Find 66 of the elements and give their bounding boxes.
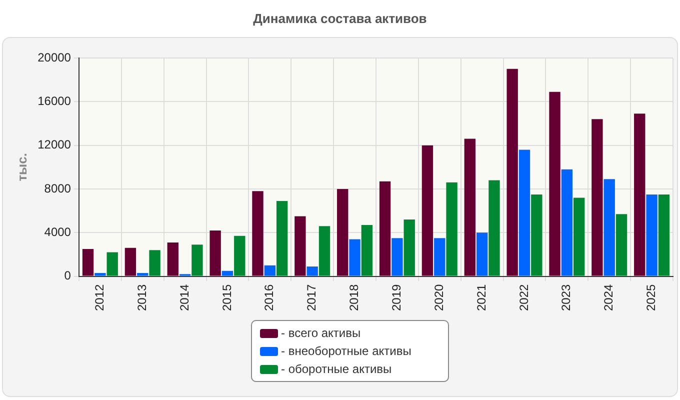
bar [124, 248, 136, 276]
x-tick-label: 2016 [262, 284, 276, 312]
y-tick-label: 0 [64, 268, 72, 283]
bar [82, 249, 94, 276]
y-tick-label: 16000 [38, 94, 72, 108]
y-tick-label: 4000 [44, 224, 72, 239]
bar [404, 220, 415, 276]
bar [306, 266, 318, 276]
x-tick-label: 2018 [347, 284, 362, 312]
bar [518, 150, 530, 276]
x-tick-label: 2014 [177, 284, 192, 312]
bar [149, 250, 160, 276]
y-tick-label: 8000 [44, 181, 72, 196]
bar [94, 273, 106, 276]
bar [506, 68, 518, 276]
bar [573, 198, 585, 276]
legend-label: - оборотные активы [281, 362, 392, 376]
chart-title: Динамика состава активов [252, 11, 428, 26]
bar [604, 179, 615, 276]
bar [234, 236, 246, 276]
x-tick-label: 2021 [474, 284, 488, 312]
bar [106, 252, 118, 276]
bar [561, 169, 573, 276]
bar [361, 225, 373, 276]
x-tick-label: 2022 [516, 284, 531, 312]
bar [531, 194, 542, 276]
bar [318, 226, 330, 276]
x-tick-label: 2017 [304, 284, 319, 312]
x-tick-label: 2025 [644, 284, 658, 312]
bar [349, 239, 360, 276]
bar [137, 273, 148, 276]
legend-label: - всего активы [281, 326, 361, 340]
x-tick-label: 2023 [559, 284, 574, 312]
bar [646, 194, 658, 276]
bar [264, 265, 276, 276]
bar [379, 181, 391, 276]
x-tick-label: 2020 [432, 284, 446, 312]
bar [434, 238, 446, 276]
bar [192, 244, 203, 276]
bar [634, 114, 646, 276]
bar [464, 138, 476, 276]
bar [616, 214, 628, 276]
x-tick-label: 2013 [134, 284, 149, 312]
legend-label: - внеоборотные активы [281, 344, 412, 358]
x-tick-label: 2024 [602, 284, 616, 312]
bar [658, 194, 670, 276]
bar [446, 182, 458, 276]
bar [276, 200, 288, 276]
bar [392, 238, 403, 276]
x-tick-label: 2012 [92, 284, 106, 312]
x-tick-label: 2015 [220, 284, 234, 312]
bar [210, 230, 221, 276]
bar [549, 92, 560, 276]
bar [422, 145, 434, 276]
bar [488, 180, 500, 276]
bar [337, 188, 348, 276]
y-axis-title: тыс. [14, 152, 30, 182]
bar [252, 191, 264, 276]
bar [167, 242, 178, 276]
bar [476, 232, 488, 276]
bar [294, 216, 306, 276]
y-tick-label: 20000 [38, 50, 72, 64]
x-tick-label: 2019 [390, 284, 404, 312]
bar [222, 270, 234, 276]
y-tick-label: 12000 [38, 138, 72, 152]
bar [592, 119, 603, 276]
